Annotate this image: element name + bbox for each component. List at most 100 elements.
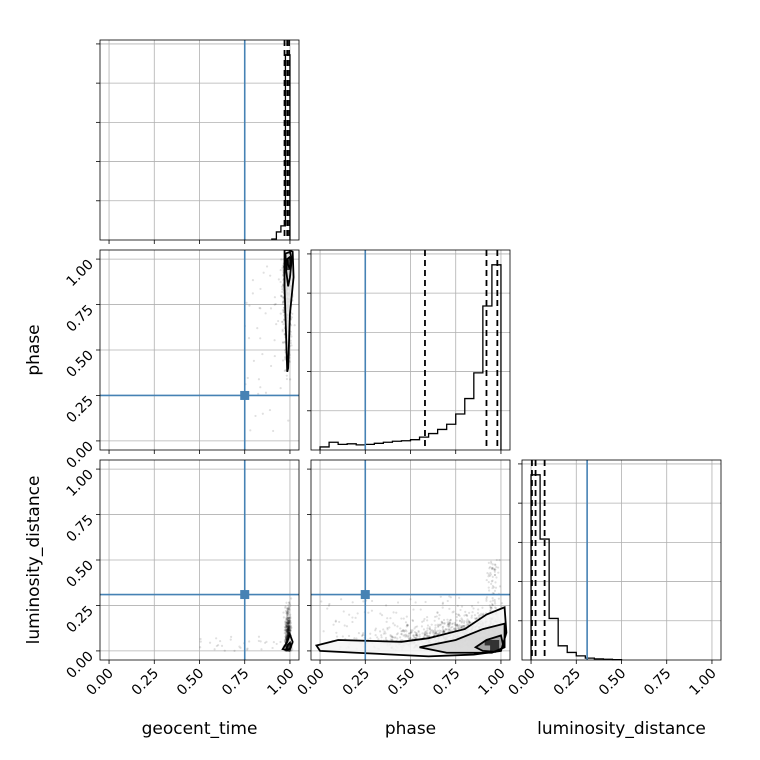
sample-point xyxy=(273,354,276,358)
sample-point xyxy=(264,391,268,394)
sample-point xyxy=(287,631,290,634)
sample-point xyxy=(393,624,396,627)
sample-point xyxy=(481,606,484,609)
sample-point xyxy=(422,628,426,631)
sample-point xyxy=(491,566,494,570)
sample-point xyxy=(473,614,477,617)
sample-point xyxy=(283,629,286,632)
sample-point xyxy=(288,608,291,611)
sample-point xyxy=(289,629,292,632)
sample-point xyxy=(460,620,464,623)
y-tick-label: 0.50 xyxy=(63,558,96,591)
sample-point xyxy=(288,627,291,631)
sample-point xyxy=(256,327,259,330)
sample-point xyxy=(283,638,287,641)
sample-point xyxy=(286,612,289,615)
sample-point xyxy=(448,607,451,610)
sample-point xyxy=(409,631,412,635)
sample-point xyxy=(287,625,291,628)
sample-point xyxy=(284,356,287,359)
sample-point xyxy=(290,316,294,319)
sample-point xyxy=(287,631,290,634)
sample-point xyxy=(492,567,496,570)
sample-point xyxy=(219,639,222,643)
y-axis-title-phase: phase xyxy=(24,324,44,375)
sample-point xyxy=(285,628,288,631)
sample-point xyxy=(477,608,480,611)
sample-point xyxy=(385,604,388,607)
sample-point xyxy=(390,638,394,641)
panel-frame xyxy=(99,459,300,661)
sample-point xyxy=(284,637,288,640)
sample-point xyxy=(491,575,494,579)
sample-point xyxy=(382,632,386,635)
sample-point xyxy=(433,628,437,631)
sample-point xyxy=(441,601,445,604)
sample-point xyxy=(259,386,262,389)
sample-point xyxy=(404,635,407,638)
sample-point xyxy=(289,628,292,632)
sample-point xyxy=(389,635,392,638)
x-tick-label: 0.75 xyxy=(219,666,252,699)
sample-point xyxy=(474,617,478,620)
sample-point xyxy=(254,414,257,418)
sample-point xyxy=(412,634,415,637)
sample-point xyxy=(468,621,471,624)
sample-point xyxy=(281,341,285,344)
sample-point xyxy=(289,341,292,345)
sample-point xyxy=(465,623,468,627)
sample-point xyxy=(424,600,427,604)
sample-point xyxy=(435,615,438,618)
sample-point xyxy=(286,628,289,631)
sample-point xyxy=(449,628,452,631)
sample-point xyxy=(246,647,249,650)
sample-point xyxy=(441,606,444,609)
sample-point xyxy=(289,624,292,627)
sample-point xyxy=(286,632,290,635)
sample-point xyxy=(233,649,236,652)
sample-point xyxy=(287,622,290,625)
sample-point xyxy=(285,636,288,639)
sample-point xyxy=(287,623,290,626)
sample-point xyxy=(489,606,492,609)
sample-point xyxy=(284,629,287,632)
sample-point xyxy=(442,618,446,622)
sample-point xyxy=(249,429,252,432)
sample-point xyxy=(467,619,470,622)
sample-point xyxy=(286,632,289,635)
sample-point xyxy=(285,634,289,638)
sample-point xyxy=(468,620,471,624)
sample-point xyxy=(399,627,402,630)
sample-point xyxy=(457,613,460,616)
sample-point xyxy=(488,589,491,592)
sample-point xyxy=(449,621,452,625)
sample-point xyxy=(287,419,290,422)
sample-point xyxy=(458,627,461,630)
sample-point xyxy=(414,636,417,639)
sample-point xyxy=(406,624,409,627)
sample-point xyxy=(426,634,429,637)
sample-point xyxy=(327,604,331,607)
sample-point xyxy=(284,633,288,636)
sample-point xyxy=(259,337,262,340)
sample-point xyxy=(289,613,292,616)
sample-point xyxy=(498,559,501,562)
sample-point xyxy=(285,637,288,640)
sample-point xyxy=(287,621,290,624)
truth-marker xyxy=(240,590,250,600)
sample-point xyxy=(288,621,291,624)
sample-point xyxy=(456,624,459,627)
sample-point xyxy=(426,627,429,630)
sample-point xyxy=(287,621,291,624)
sample-point xyxy=(279,387,282,390)
sample-point xyxy=(402,617,405,620)
sample-point xyxy=(286,621,289,625)
sample-point xyxy=(285,621,288,624)
sample-point xyxy=(285,637,288,641)
sample-point xyxy=(285,613,289,616)
x-tick-label: 0.25 xyxy=(551,666,584,699)
panel-frame xyxy=(521,459,722,661)
sample-point xyxy=(392,622,395,625)
sample-point xyxy=(453,627,456,630)
sample-point xyxy=(288,627,291,630)
